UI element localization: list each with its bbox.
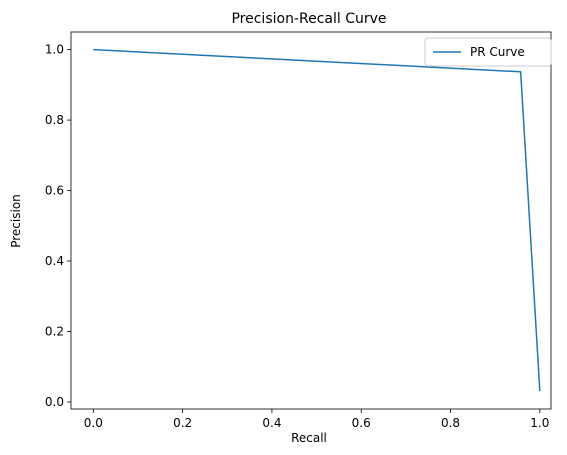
x-tick-label: 0.4 bbox=[262, 416, 281, 430]
axes-frame bbox=[70, 31, 552, 410]
legend: PR Curve bbox=[424, 37, 552, 67]
x-tick-label: 0.2 bbox=[173, 416, 192, 430]
x-tick-label: 0.6 bbox=[352, 416, 371, 430]
x-tick-label: 0.8 bbox=[441, 416, 460, 430]
y-tick-label: 0.8 bbox=[45, 113, 64, 127]
y-tick-label: 0.2 bbox=[45, 324, 64, 338]
x-tick-label: 0.0 bbox=[84, 416, 103, 430]
legend-label: PR Curve bbox=[470, 45, 525, 59]
legend-box bbox=[424, 37, 552, 67]
x-tick-label: 1.0 bbox=[530, 416, 549, 430]
plot-area: 0.0 0.2 0.4 0.6 0.8 1.0 0.0 0.2 0.4 0.6 0.8 1.0 bbox=[45, 31, 552, 430]
y-tick-label: 0.4 bbox=[45, 254, 64, 268]
y-axis-label: Precision bbox=[9, 194, 23, 248]
y-tick-label: 0.6 bbox=[45, 184, 64, 198]
x-axis-label: Recall bbox=[291, 431, 327, 445]
series-line-0 bbox=[93, 48, 541, 392]
y-tick-label: 0.0 bbox=[45, 395, 64, 409]
y-tick-label: 1.0 bbox=[45, 43, 64, 57]
chart-title: Precision-Recall Curve bbox=[231, 11, 386, 27]
